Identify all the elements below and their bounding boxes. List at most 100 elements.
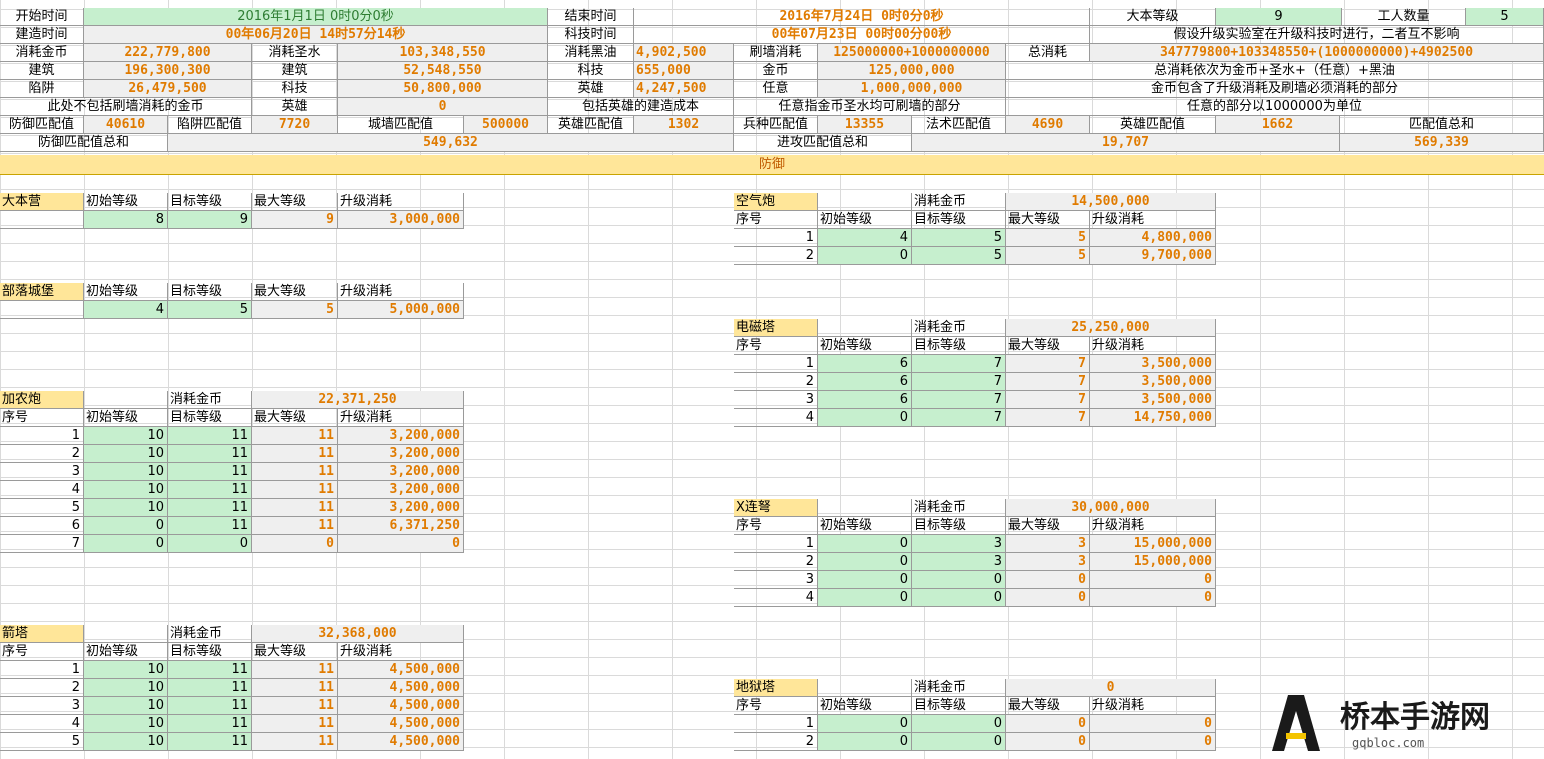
target-level[interactable]: 11 [168, 733, 252, 751]
target-level[interactable]: 11 [168, 697, 252, 715]
row-index[interactable]: 2 [0, 679, 84, 697]
max-level[interactable]: 11 [252, 463, 338, 481]
target-level[interactable]: 3 [912, 535, 1006, 553]
start-level[interactable]: 10 [84, 499, 168, 517]
col-index[interactable]: 序号 [734, 697, 818, 715]
max-level[interactable]: 11 [252, 445, 338, 463]
col-target[interactable]: 目标等级 [168, 193, 252, 211]
max-level[interactable]: 0 [1006, 733, 1090, 751]
target-level[interactable]: 0 [168, 535, 252, 553]
max-level[interactable]: 11 [252, 661, 338, 679]
row-index[interactable]: 1 [734, 229, 818, 247]
start-level[interactable]: 10 [84, 733, 168, 751]
target-level[interactable]: 7 [912, 391, 1006, 409]
target-level[interactable]: 11 [168, 499, 252, 517]
gold-label[interactable]: 消耗金币 [168, 391, 252, 409]
troop-match-label[interactable]: 兵种匹配值 [734, 116, 818, 134]
target-level[interactable]: 11 [168, 427, 252, 445]
row-index[interactable]: 2 [734, 733, 818, 751]
archer-name[interactable]: 箭塔 [0, 625, 84, 643]
gold-wall-label[interactable]: 金币 [734, 62, 818, 80]
col-target[interactable]: 目标等级 [912, 337, 1006, 355]
blank-cell[interactable] [818, 193, 912, 211]
air-total[interactable]: 14,500,000 [1006, 193, 1216, 211]
tech-dark-label[interactable]: 科技 [548, 62, 634, 80]
col-target[interactable]: 目标等级 [912, 517, 1006, 535]
defense-match-label[interactable]: 防御匹配值 [0, 116, 84, 134]
max-level[interactable]: 5 [1006, 229, 1090, 247]
gold-label[interactable]: 消耗金币 [912, 319, 1006, 337]
target-level[interactable]: 0 [912, 715, 1006, 733]
table-row-spacer[interactable] [0, 301, 84, 319]
col-index[interactable]: 序号 [0, 409, 84, 427]
target-level[interactable]: 0 [912, 733, 1006, 751]
row-index[interactable]: 2 [0, 445, 84, 463]
upgrade-cost[interactable]: 4,500,000 [338, 697, 464, 715]
upgrade-cost[interactable]: 5,000,000 [338, 301, 464, 319]
building-elixir-label[interactable]: 建筑 [252, 62, 338, 80]
row-index[interactable]: 4 [0, 715, 84, 733]
col-cost[interactable]: 升级消耗 [1090, 337, 1216, 355]
start-level[interactable]: 10 [84, 481, 168, 499]
start-level[interactable]: 0 [818, 589, 912, 607]
wall-cost-label[interactable]: 刷墙消耗 [734, 44, 818, 62]
defense-total-label[interactable]: 防御匹配值总和 [0, 134, 168, 152]
col-max[interactable]: 最大等级 [1006, 211, 1090, 229]
upgrade-cost[interactable]: 9,700,000 [1090, 247, 1216, 265]
upgrade-cost[interactable]: 3,200,000 [338, 427, 464, 445]
target-level[interactable]: 7 [912, 373, 1006, 391]
building-elixir[interactable]: 52,548,550 [338, 62, 548, 80]
attack-total-label[interactable]: 进攻匹配值总和 [734, 134, 912, 152]
start-level[interactable]: 10 [84, 679, 168, 697]
col-max[interactable]: 最大等级 [252, 283, 338, 301]
target-level[interactable]: 11 [168, 715, 252, 733]
row-index[interactable]: 3 [0, 463, 84, 481]
start-level[interactable]: 6 [818, 373, 912, 391]
air-name[interactable]: 空气炮 [734, 193, 818, 211]
attack-total[interactable]: 19,707 [912, 134, 1340, 152]
row-index[interactable]: 1 [0, 661, 84, 679]
max-level[interactable]: 11 [252, 427, 338, 445]
upgrade-cost[interactable]: 15,000,000 [1090, 553, 1216, 571]
start-level[interactable]: 0 [818, 535, 912, 553]
no-wall-note[interactable]: 此处不包括刷墙消耗的金币 [0, 98, 252, 116]
hero-match[interactable]: 1302 [634, 116, 734, 134]
building-label[interactable]: 建筑 [0, 62, 84, 80]
row-index[interactable]: 5 [0, 499, 84, 517]
start-level[interactable]: 10 [84, 463, 168, 481]
upgrade-cost[interactable]: 0 [1090, 571, 1216, 589]
col-cost[interactable]: 升级消耗 [338, 193, 464, 211]
building-gold[interactable]: 196,300,300 [84, 62, 252, 80]
defense-total[interactable]: 549,632 [168, 134, 734, 152]
tech-elixir[interactable]: 50,800,000 [338, 80, 548, 98]
upgrade-cost[interactable]: 3,500,000 [1090, 391, 1216, 409]
row-index[interactable]: 4 [734, 589, 818, 607]
max-level[interactable]: 0 [252, 535, 338, 553]
start-time-value[interactable]: 2016年1月1日 0时0分0秒 [84, 8, 548, 26]
upgrade-cost[interactable]: 0 [1090, 715, 1216, 733]
gold-note[interactable]: 金币包含了升级消耗及刷墙必须消耗的部分 [1006, 80, 1544, 98]
upgrade-cost[interactable]: 4,800,000 [1090, 229, 1216, 247]
target-level[interactable]: 5 [912, 229, 1006, 247]
col-max[interactable]: 最大等级 [252, 193, 338, 211]
total-cost-value[interactable]: 347779800+103348550+(1000000000)+4902500 [1090, 44, 1544, 62]
trap-match-label[interactable]: 陷阱匹配值 [168, 116, 252, 134]
gold-cost-label[interactable]: 消耗金币 [0, 44, 84, 62]
blank-cell[interactable] [818, 679, 912, 697]
upgrade-cost[interactable]: 3,200,000 [338, 445, 464, 463]
row-index[interactable]: 7 [0, 535, 84, 553]
xbow-total[interactable]: 30,000,000 [1006, 499, 1216, 517]
start-level[interactable]: 10 [84, 427, 168, 445]
th-name[interactable]: 大本营 [0, 193, 84, 211]
wall-match[interactable]: 500000 [464, 116, 548, 134]
col-start[interactable]: 初始等级 [818, 337, 912, 355]
target-level[interactable]: 11 [168, 463, 252, 481]
upgrade-cost[interactable]: 3,200,000 [338, 481, 464, 499]
unit-note[interactable]: 任意的部分以1000000为单位 [1006, 98, 1544, 116]
gold-label[interactable]: 消耗金币 [912, 193, 1006, 211]
upgrade-cost[interactable]: 3,200,000 [338, 499, 464, 517]
archer-total[interactable]: 32,368,000 [252, 625, 464, 643]
upgrade-cost[interactable]: 3,000,000 [338, 211, 464, 229]
col-max[interactable]: 最大等级 [252, 643, 338, 661]
start-level[interactable]: 6 [818, 355, 912, 373]
